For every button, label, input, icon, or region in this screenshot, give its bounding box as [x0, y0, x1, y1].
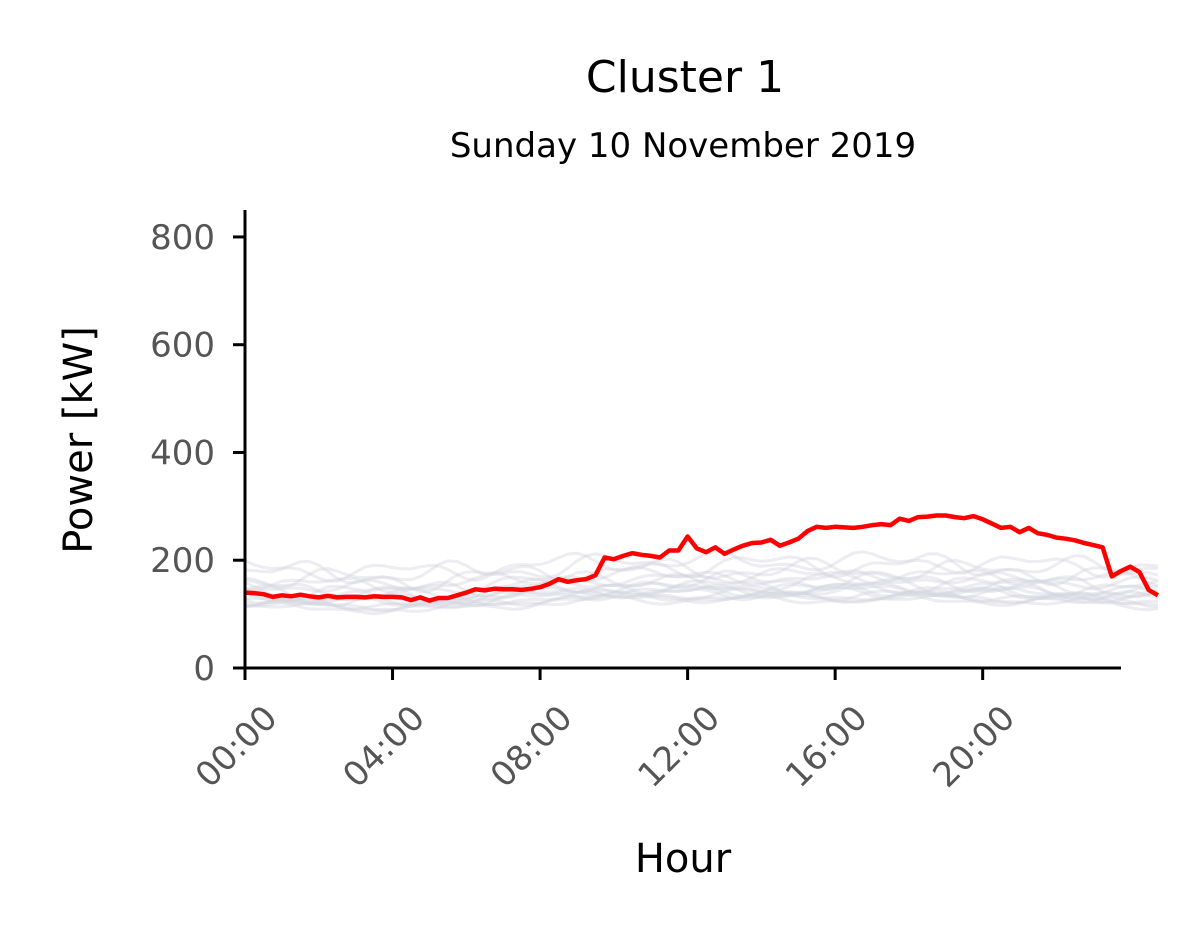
background-series-line — [244, 549, 1159, 583]
background-series-line — [244, 587, 1158, 611]
x-axis-label: Hour — [635, 836, 732, 882]
y-ticks: 0 200 400 600 800 — [150, 218, 245, 689]
background-series-line — [244, 569, 1158, 602]
background-series-line — [244, 580, 1159, 606]
highlight-series-group — [244, 513, 1160, 603]
y-tick-label: 200 — [150, 541, 215, 581]
y-tick-label: 400 — [150, 433, 215, 473]
x-tick-label: 08:00 — [483, 698, 581, 796]
background-series-line — [244, 572, 1159, 604]
background-series-line — [244, 556, 1159, 594]
background-series-line — [244, 589, 1158, 613]
background-series-line — [244, 565, 1159, 595]
background-series-line — [244, 569, 1159, 595]
x-tick-label: 16:00 — [778, 698, 876, 796]
x-tick-label: 12:00 — [630, 698, 728, 796]
x-ticks: 00:00 04:00 08:00 12:00 16:00 20:00 — [188, 668, 1023, 796]
y-tick-label: 0 — [193, 649, 215, 689]
background-series-line — [244, 577, 1159, 603]
background-series-line — [244, 593, 1159, 616]
y-tick-label: 800 — [150, 218, 215, 258]
chart-subtitle: Sunday 10 November 2019 — [450, 126, 916, 166]
x-tick-label: 04:00 — [335, 698, 433, 796]
axes — [243, 210, 1121, 670]
x-tick-label: 20:00 — [925, 698, 1023, 796]
background-series-line — [244, 583, 1159, 606]
y-tick-label: 600 — [150, 326, 215, 366]
background-series-line — [244, 585, 1159, 609]
background-series-line — [244, 593, 1158, 613]
chart-title: Cluster 1 — [586, 52, 784, 103]
highlight-series-line — [244, 513, 1160, 603]
x-tick-label: 00:00 — [188, 698, 286, 796]
background-series-group — [244, 549, 1159, 616]
y-axis-label: Power [kW] — [56, 326, 102, 554]
background-series-line — [244, 552, 1159, 585]
